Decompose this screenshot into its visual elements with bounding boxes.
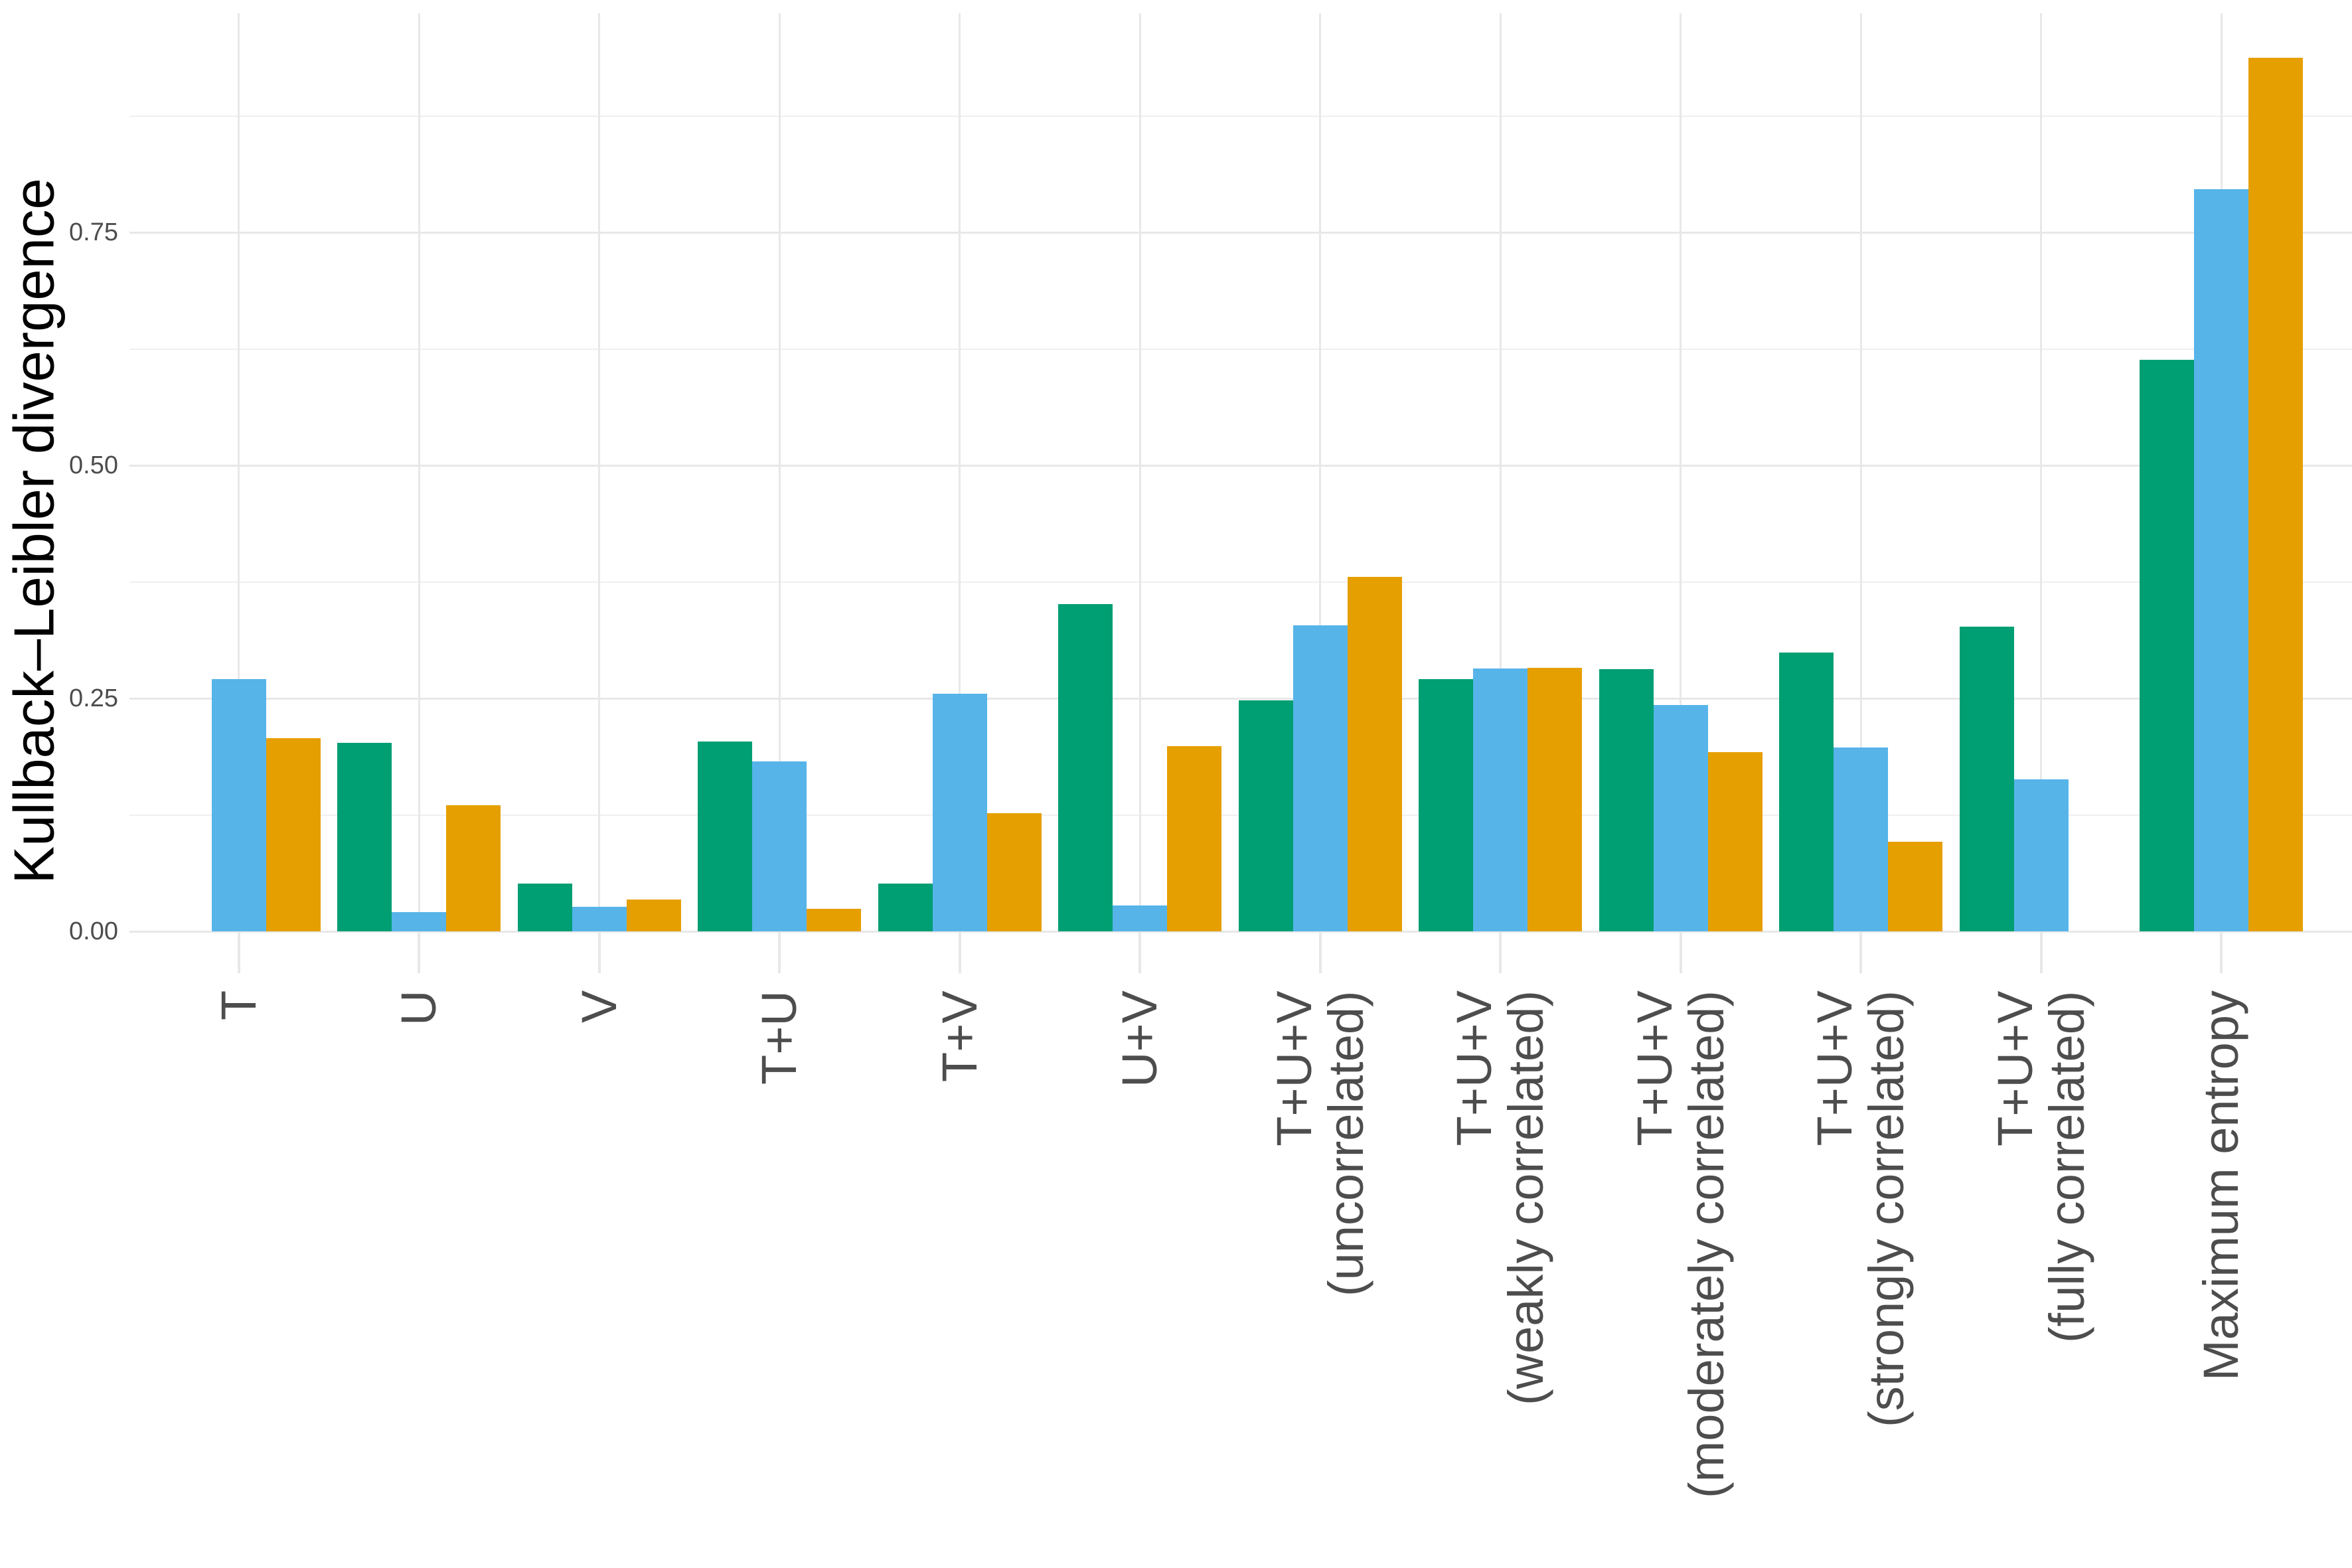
bar-green xyxy=(337,743,392,931)
gridline-vertical-major xyxy=(959,13,961,931)
bar-green xyxy=(1419,678,1474,931)
gridline-vertical-major xyxy=(2040,13,2043,931)
y-axis-tick-label: 0.50 xyxy=(69,451,118,479)
x-axis-tick-mark xyxy=(1859,931,1863,973)
bar-orange xyxy=(446,805,501,931)
gridline-horizontal-major xyxy=(129,464,2352,467)
x-axis-tick-label-text: V xyxy=(571,990,627,1023)
gridline-horizontal-minor xyxy=(129,581,2352,583)
gridline-horizontal-major xyxy=(129,930,2352,933)
x-axis-tick-mark xyxy=(2039,931,2043,973)
bar-blue xyxy=(1293,625,1348,931)
x-axis-tick-mark xyxy=(597,931,601,973)
bar-orange xyxy=(1707,752,1763,931)
gridline-vertical-major xyxy=(1499,13,1502,931)
x-axis-tick-label-text: U+V xyxy=(1112,990,1168,1087)
gridline-vertical-major xyxy=(1138,13,1141,931)
y-axis-tick-label: 0.75 xyxy=(69,218,118,246)
bar-blue xyxy=(572,907,627,931)
gridline-vertical-major xyxy=(1859,13,1862,931)
bar-green xyxy=(517,884,572,931)
bar-blue xyxy=(2194,189,2249,931)
bar-orange xyxy=(1167,745,1222,931)
gridline-horizontal-minor xyxy=(129,115,2352,117)
gridline-horizontal-major xyxy=(129,697,2352,700)
bar-orange xyxy=(266,738,321,931)
bar-blue xyxy=(1653,704,1708,931)
bar-orange xyxy=(626,900,681,931)
x-axis-tick-mark xyxy=(237,931,240,973)
x-axis-tick-mark xyxy=(1679,931,1682,973)
gridline-vertical-major xyxy=(1319,13,1322,931)
x-axis-tick-mark xyxy=(1318,931,1322,973)
x-axis-tick-label-text: T xyxy=(210,990,266,1020)
bar-blue xyxy=(1473,668,1528,931)
bar-green xyxy=(1238,700,1293,931)
bar-orange xyxy=(986,813,1042,931)
x-axis-tick-label-text: T+V xyxy=(931,990,987,1082)
gridline-horizontal-major xyxy=(129,231,2352,234)
x-axis-tick-label-text: T+U+V (fully correlated) xyxy=(1987,990,2094,1343)
y-axis-tick-label: 0.25 xyxy=(69,684,118,712)
gridline-vertical-major xyxy=(238,13,240,931)
bar-green xyxy=(1779,653,1834,931)
bar-green xyxy=(878,884,933,931)
x-axis-tick-label-text: T+U+V (uncorrelated) xyxy=(1266,990,1373,1296)
bar-green xyxy=(2140,360,2195,931)
x-axis-tick-label-text: T+U+V (weakly correlated) xyxy=(1447,990,1554,1405)
x-axis-tick-label-text: T+U xyxy=(751,990,807,1085)
gridline-vertical-major xyxy=(1680,13,1682,931)
bar-green xyxy=(1058,604,1113,931)
bar-blue xyxy=(1834,747,1889,931)
gridline-horizontal-minor xyxy=(129,348,2352,350)
bar-orange xyxy=(2248,58,2304,931)
x-axis-tick-label-text: Maximum entropy xyxy=(2193,990,2249,1381)
x-axis-tick-mark xyxy=(418,931,421,973)
bar-green xyxy=(698,741,753,931)
bar-blue xyxy=(932,693,987,931)
x-axis-tick-label-text: U xyxy=(391,990,447,1026)
bar-blue xyxy=(392,911,447,931)
bar-blue xyxy=(2013,779,2069,931)
gridline-vertical-major xyxy=(778,13,781,931)
bar-orange xyxy=(1528,667,1583,931)
x-axis-tick-mark xyxy=(958,931,961,973)
x-axis-tick-mark xyxy=(1499,931,1502,973)
x-axis-tick-mark xyxy=(778,931,781,973)
bar-orange xyxy=(1888,842,1943,931)
bar-orange xyxy=(1347,577,1402,931)
y-axis-title-text: Kullback–Leibler divergence xyxy=(3,178,66,884)
bar-orange xyxy=(807,909,862,931)
bar-green xyxy=(1599,669,1654,931)
x-axis-tick-label-text: T+U+V (strongly correlated) xyxy=(1807,990,1915,1427)
bar-blue xyxy=(211,678,266,931)
x-axis-tick-mark xyxy=(2220,931,2223,973)
x-axis-tick-label-text: T+U+V (moderately correlated) xyxy=(1626,990,1734,1498)
y-axis-tick-label: 0.00 xyxy=(69,917,118,945)
x-axis-tick-mark xyxy=(1138,931,1142,973)
gridline-vertical-major xyxy=(418,13,420,931)
bar-blue xyxy=(752,761,807,931)
bar-green xyxy=(1959,626,2014,931)
gridline-vertical-major xyxy=(598,13,601,931)
bar-blue xyxy=(1113,905,1168,931)
